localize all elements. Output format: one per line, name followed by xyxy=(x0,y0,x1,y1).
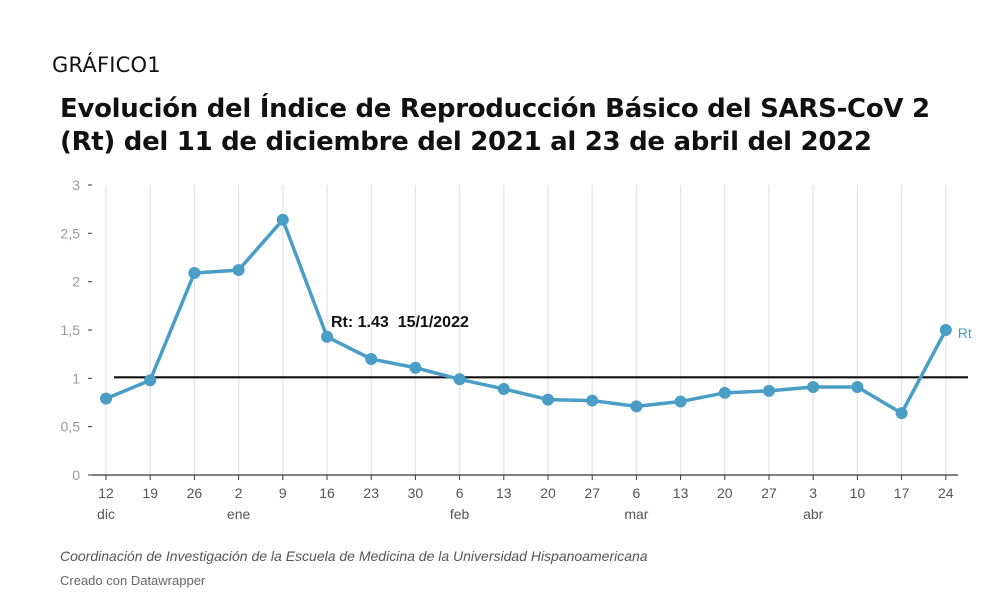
x-month-label: abr xyxy=(803,506,824,522)
y-tick-label: 0,5 xyxy=(61,419,81,435)
x-axis: 12 19 26 2 9 16 23 30 6 13 20 27 6 13 20 27 3 10 17 24 dic en… xyxy=(92,474,958,522)
grid-lines xyxy=(105,185,947,475)
data-point[interactable] xyxy=(188,266,201,279)
x-tick-label: 9 xyxy=(279,485,287,501)
x-month-label: feb xyxy=(450,506,470,522)
y-axis: 0 0,5 1 1,5 2 2,5 3 xyxy=(61,177,92,483)
x-tick-label: 27 xyxy=(761,485,777,501)
x-month-label: mar xyxy=(624,506,648,522)
data-point[interactable] xyxy=(542,393,554,406)
data-point[interactable] xyxy=(144,374,157,387)
data-point[interactable] xyxy=(453,373,466,386)
x-month-label: ene xyxy=(227,506,251,522)
data-point[interactable] xyxy=(276,213,289,226)
credit-note: Creado con Datawrapper xyxy=(60,573,206,588)
y-tick-label: 1 xyxy=(72,370,80,386)
y-tick-label: 3 xyxy=(72,177,80,193)
y-tick-label: 0 xyxy=(72,467,80,483)
data-point[interactable] xyxy=(939,324,952,336)
data-point[interactable] xyxy=(409,361,422,374)
x-tick-label: 27 xyxy=(584,485,600,501)
x-tick-label: 13 xyxy=(673,485,689,501)
data-point[interactable] xyxy=(100,392,112,405)
data-point[interactable] xyxy=(718,386,731,399)
x-tick-label: 12 xyxy=(98,485,114,501)
data-point[interactable] xyxy=(232,264,245,277)
x-tick-label: 2 xyxy=(235,485,243,501)
x-tick-label: 17 xyxy=(894,485,910,501)
data-point[interactable] xyxy=(674,395,687,408)
source-note: Coordinación de Investigación de la Escu… xyxy=(60,548,648,564)
chart-title: Evolución del Índice de Reproducción Bás… xyxy=(60,94,930,157)
data-point[interactable] xyxy=(497,382,510,395)
data-point[interactable] xyxy=(630,400,643,413)
data-point[interactable] xyxy=(763,384,775,397)
x-tick-label: 13 xyxy=(496,485,512,501)
y-tick-label: 1,5 xyxy=(61,322,81,338)
x-tick-label: 26 xyxy=(187,485,203,501)
x-tick-label: 10 xyxy=(850,485,866,501)
y-tick-label: 2,5 xyxy=(61,225,81,241)
data-point[interactable] xyxy=(365,353,378,365)
chart-label: GRÁFICO1 xyxy=(52,53,161,77)
x-tick-label: 16 xyxy=(319,485,335,501)
data-point[interactable] xyxy=(851,381,864,394)
data-point[interactable] xyxy=(586,394,599,407)
x-tick-label: 30 xyxy=(408,485,424,501)
x-tick-label: 3 xyxy=(809,485,817,501)
plot-area: Rt Rt: 1.43 15/1/2022 xyxy=(100,213,972,420)
x-tick-label: 20 xyxy=(540,485,556,501)
data-point[interactable] xyxy=(807,381,820,394)
x-month-label: dic xyxy=(97,506,115,522)
data-point[interactable] xyxy=(321,330,333,343)
y-tick-label: 2 xyxy=(72,274,80,290)
series-line-rt xyxy=(105,218,948,415)
x-tick-label: 24 xyxy=(938,485,954,501)
x-tick-label: 19 xyxy=(142,485,158,501)
x-tick-label: 23 xyxy=(363,485,379,501)
x-tick-label: 6 xyxy=(456,485,464,501)
x-tick-label: 6 xyxy=(633,485,641,501)
x-tick-label: 20 xyxy=(717,485,733,501)
data-point[interactable] xyxy=(895,407,908,420)
peak-annotation: Rt: 1.43 15/1/2022 xyxy=(331,314,469,331)
series-label-rt: Rt xyxy=(958,325,972,341)
